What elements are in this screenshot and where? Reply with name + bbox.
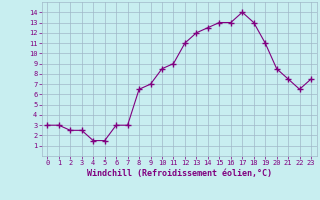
X-axis label: Windchill (Refroidissement éolien,°C): Windchill (Refroidissement éolien,°C) [87,169,272,178]
